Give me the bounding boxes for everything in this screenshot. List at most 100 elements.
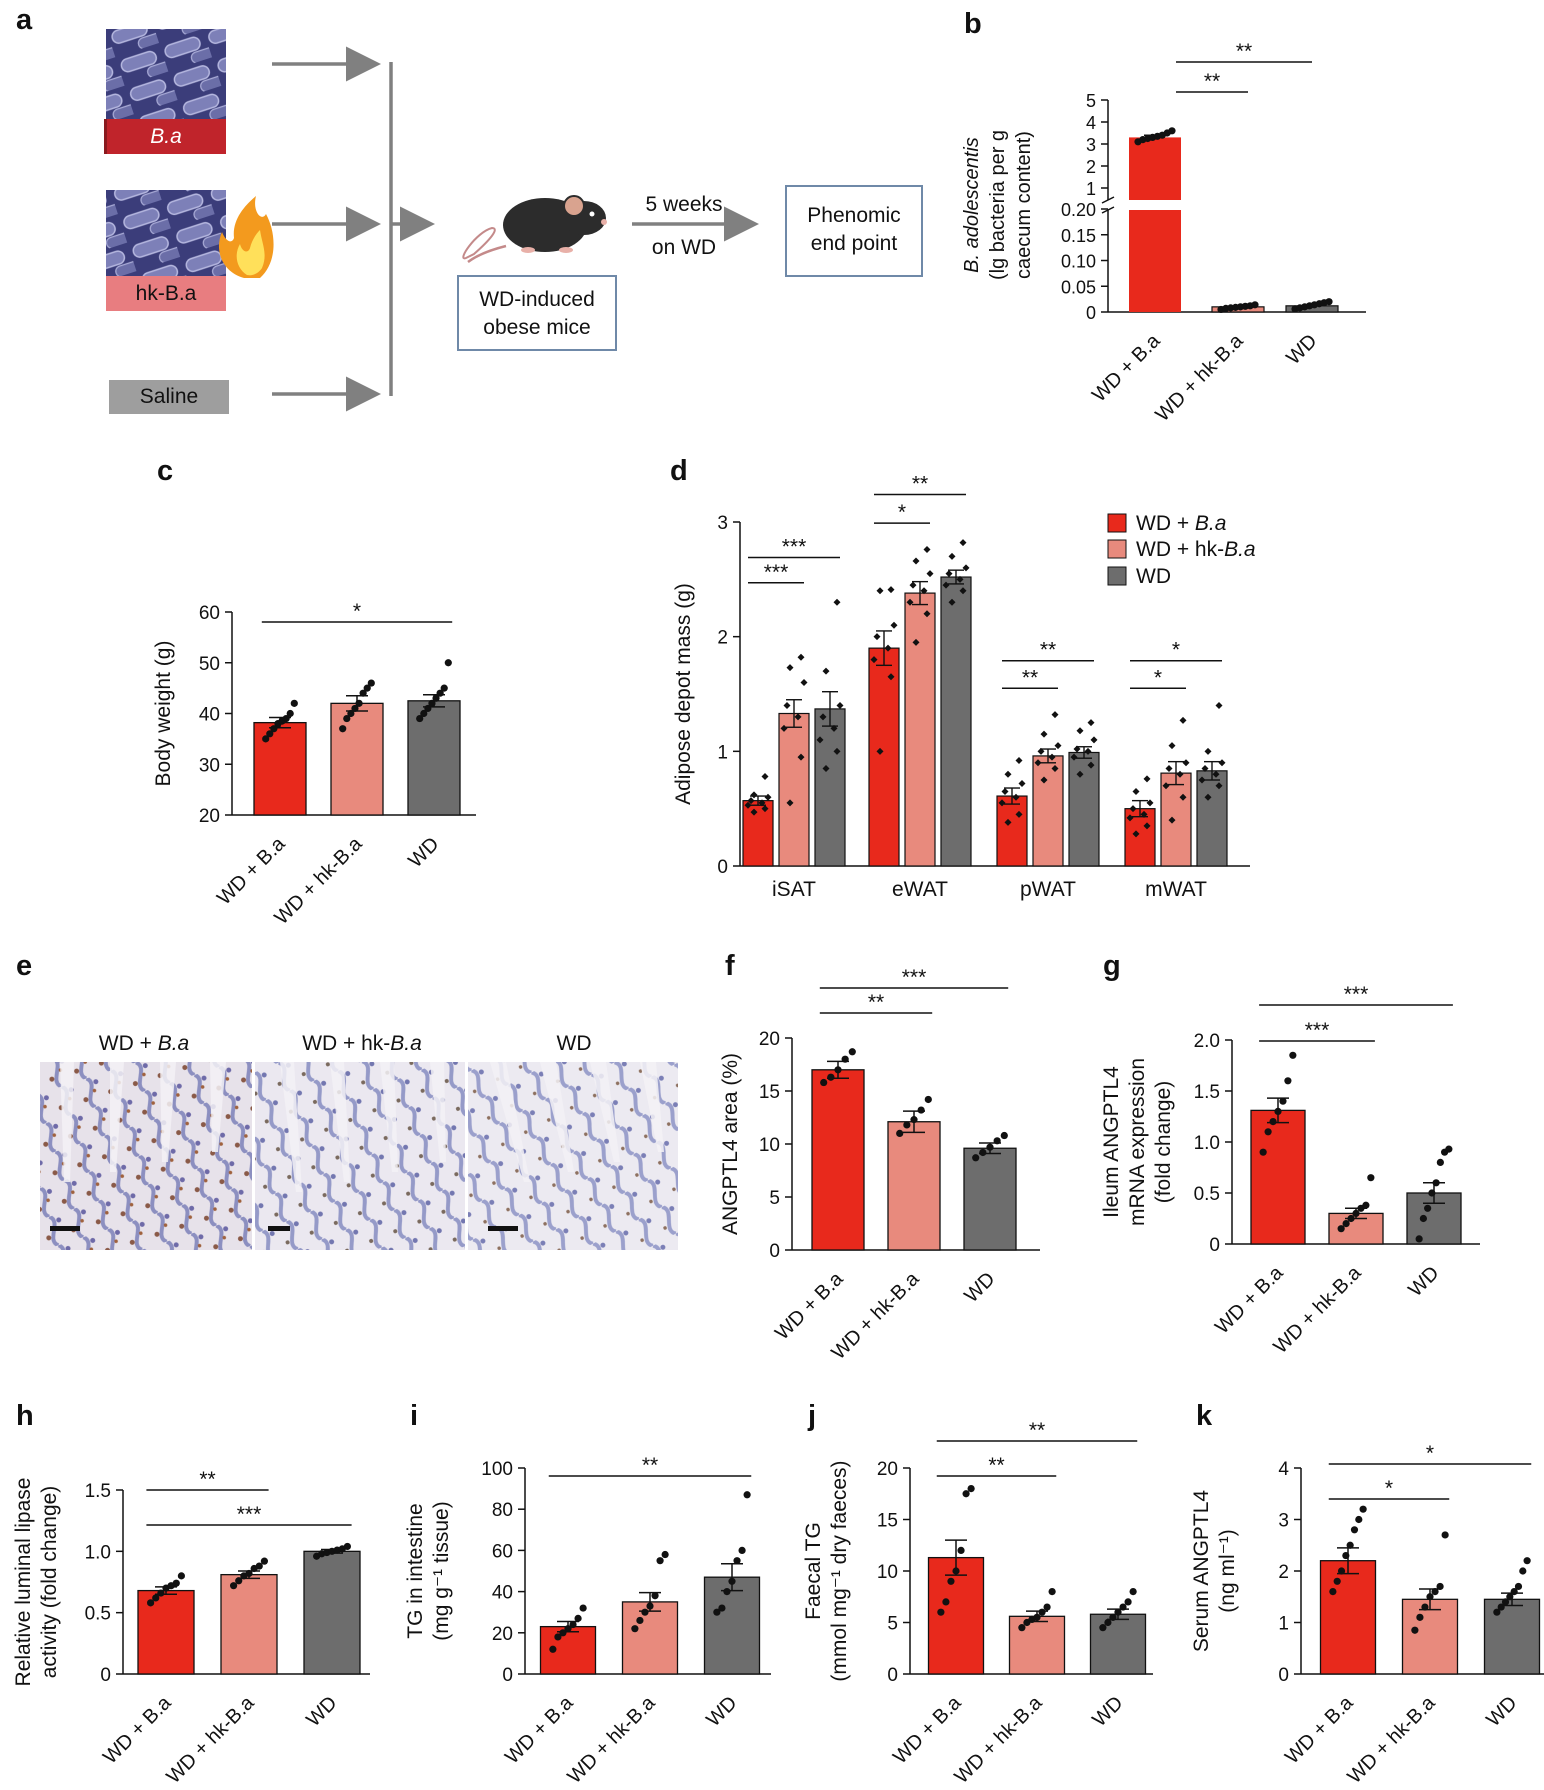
y-tick-label: 1.0	[1194, 1133, 1220, 1154]
data-point	[152, 1594, 160, 1602]
y-tick-label: 0.5	[1194, 1184, 1220, 1205]
x-tick-label: WD + B.a	[771, 1267, 848, 1344]
data-point	[1198, 776, 1206, 784]
significance-label: ***	[1305, 1019, 1330, 1042]
y-tick-label: 5	[769, 1188, 780, 1209]
data-point	[1143, 822, 1151, 830]
data-point	[903, 1121, 911, 1129]
data-point	[1001, 787, 1009, 795]
data-point	[972, 1154, 980, 1162]
x-tick-label: WD + B.a	[213, 832, 290, 909]
y-tick-label: 1	[1086, 179, 1096, 199]
y-tick-label: 30	[199, 755, 220, 776]
data-point	[887, 673, 895, 681]
endpoint-line2: end point	[810, 232, 898, 255]
panel-label-j: j	[808, 1400, 817, 1432]
data-point	[1018, 779, 1026, 787]
x-tick-label: pWAT	[1020, 878, 1076, 901]
y-tick-label: 20	[877, 1459, 898, 1480]
data-point	[1124, 1598, 1132, 1606]
x-tick-label: WD + hk-B.a	[1151, 329, 1248, 426]
data-point	[574, 1614, 582, 1622]
y-tick-label: 20	[759, 1029, 780, 1050]
y-axis-label: Serum ANGPTL4	[1190, 1490, 1213, 1653]
y-tick-label: 0.05	[1061, 277, 1096, 297]
x-tick-label: iSAT	[772, 878, 816, 901]
data-point	[833, 747, 841, 755]
y-axis-label: Adipose depot mass (g)	[672, 583, 695, 805]
data-point	[1367, 1174, 1375, 1182]
y-tick-label: 1.5	[85, 1481, 111, 1502]
histology-label-hkba: WD + hk-B.a	[302, 1032, 422, 1055]
data-point	[783, 701, 791, 709]
significance-label: **	[1022, 666, 1038, 689]
data-point	[786, 799, 794, 807]
data-point	[1109, 1613, 1117, 1621]
hkba-micrograph-icon	[106, 190, 226, 276]
data-point	[1129, 805, 1137, 813]
flame-icon	[218, 196, 274, 278]
data-point	[1040, 730, 1048, 738]
data-point	[1146, 799, 1154, 807]
data-point	[827, 1073, 835, 1081]
data-point	[1359, 1505, 1367, 1513]
x-tick-label: WD	[1482, 1692, 1521, 1731]
significance-label: ***	[902, 966, 927, 989]
data-point	[656, 1557, 664, 1565]
x-tick-label: WD + B.a	[1281, 1691, 1358, 1768]
y-tick-label: 2	[1086, 157, 1096, 177]
data-point	[1428, 1189, 1436, 1197]
data-point	[887, 586, 895, 594]
x-tick-label: WD + hk-B.a	[563, 1691, 660, 1788]
data-point	[260, 1557, 268, 1565]
data-point	[1514, 1582, 1523, 1591]
y-tick-label: 0	[887, 1665, 898, 1686]
data-point	[733, 1557, 741, 1565]
significance-label: ***	[764, 561, 789, 584]
data-point	[876, 747, 884, 755]
data-point	[245, 1569, 253, 1578]
bar-c-0	[253, 721, 307, 816]
y-tick-label: 15	[877, 1511, 898, 1532]
data-point	[569, 1620, 577, 1629]
legend-label-part: WD	[1136, 565, 1171, 588]
data-point	[917, 1106, 925, 1114]
y-tick-label: 0.15	[1061, 226, 1096, 246]
schematic-drawing	[104, 29, 923, 414]
bar-i-0	[539, 1625, 597, 1675]
x-tick-label: mWAT	[1145, 878, 1207, 901]
data-point	[1289, 1051, 1297, 1059]
panel-label-d: d	[670, 455, 688, 487]
x-tick-label: WD	[302, 1692, 341, 1731]
legend-label-part: WD +	[1136, 512, 1195, 535]
data-point	[870, 656, 878, 664]
y-tick-label: 1	[717, 742, 728, 763]
data-point	[1119, 1603, 1127, 1611]
data-point	[1347, 1214, 1355, 1223]
data-point	[262, 735, 270, 743]
x-tick-label: WD	[960, 1268, 999, 1307]
data-point	[1333, 1577, 1341, 1585]
y-axis-label: (mg g⁻¹ tissue)	[430, 1501, 453, 1640]
bar-f-2	[963, 1147, 1017, 1251]
data-point	[747, 797, 755, 805]
panel-label-i: i	[410, 1400, 419, 1432]
data-point	[1445, 1145, 1453, 1153]
data-point	[1051, 711, 1059, 719]
bar-h-2	[303, 1550, 361, 1675]
data-point	[1362, 1201, 1370, 1209]
data-point	[1501, 1598, 1510, 1606]
ba-micrograph-icon	[106, 29, 226, 119]
legend-label-part: B.a	[1195, 512, 1227, 535]
y-tick-label: 2	[1278, 1562, 1289, 1583]
legend-swatch	[1107, 513, 1127, 533]
data-point	[1165, 765, 1173, 773]
data-point	[1411, 1626, 1419, 1634]
significance-label: **	[868, 991, 884, 1014]
y-tick-label: 2.0	[1194, 1031, 1220, 1052]
bar-d-1-2	[940, 576, 972, 867]
data-point	[1087, 761, 1095, 769]
data-point	[367, 679, 375, 687]
data-point	[290, 699, 298, 707]
